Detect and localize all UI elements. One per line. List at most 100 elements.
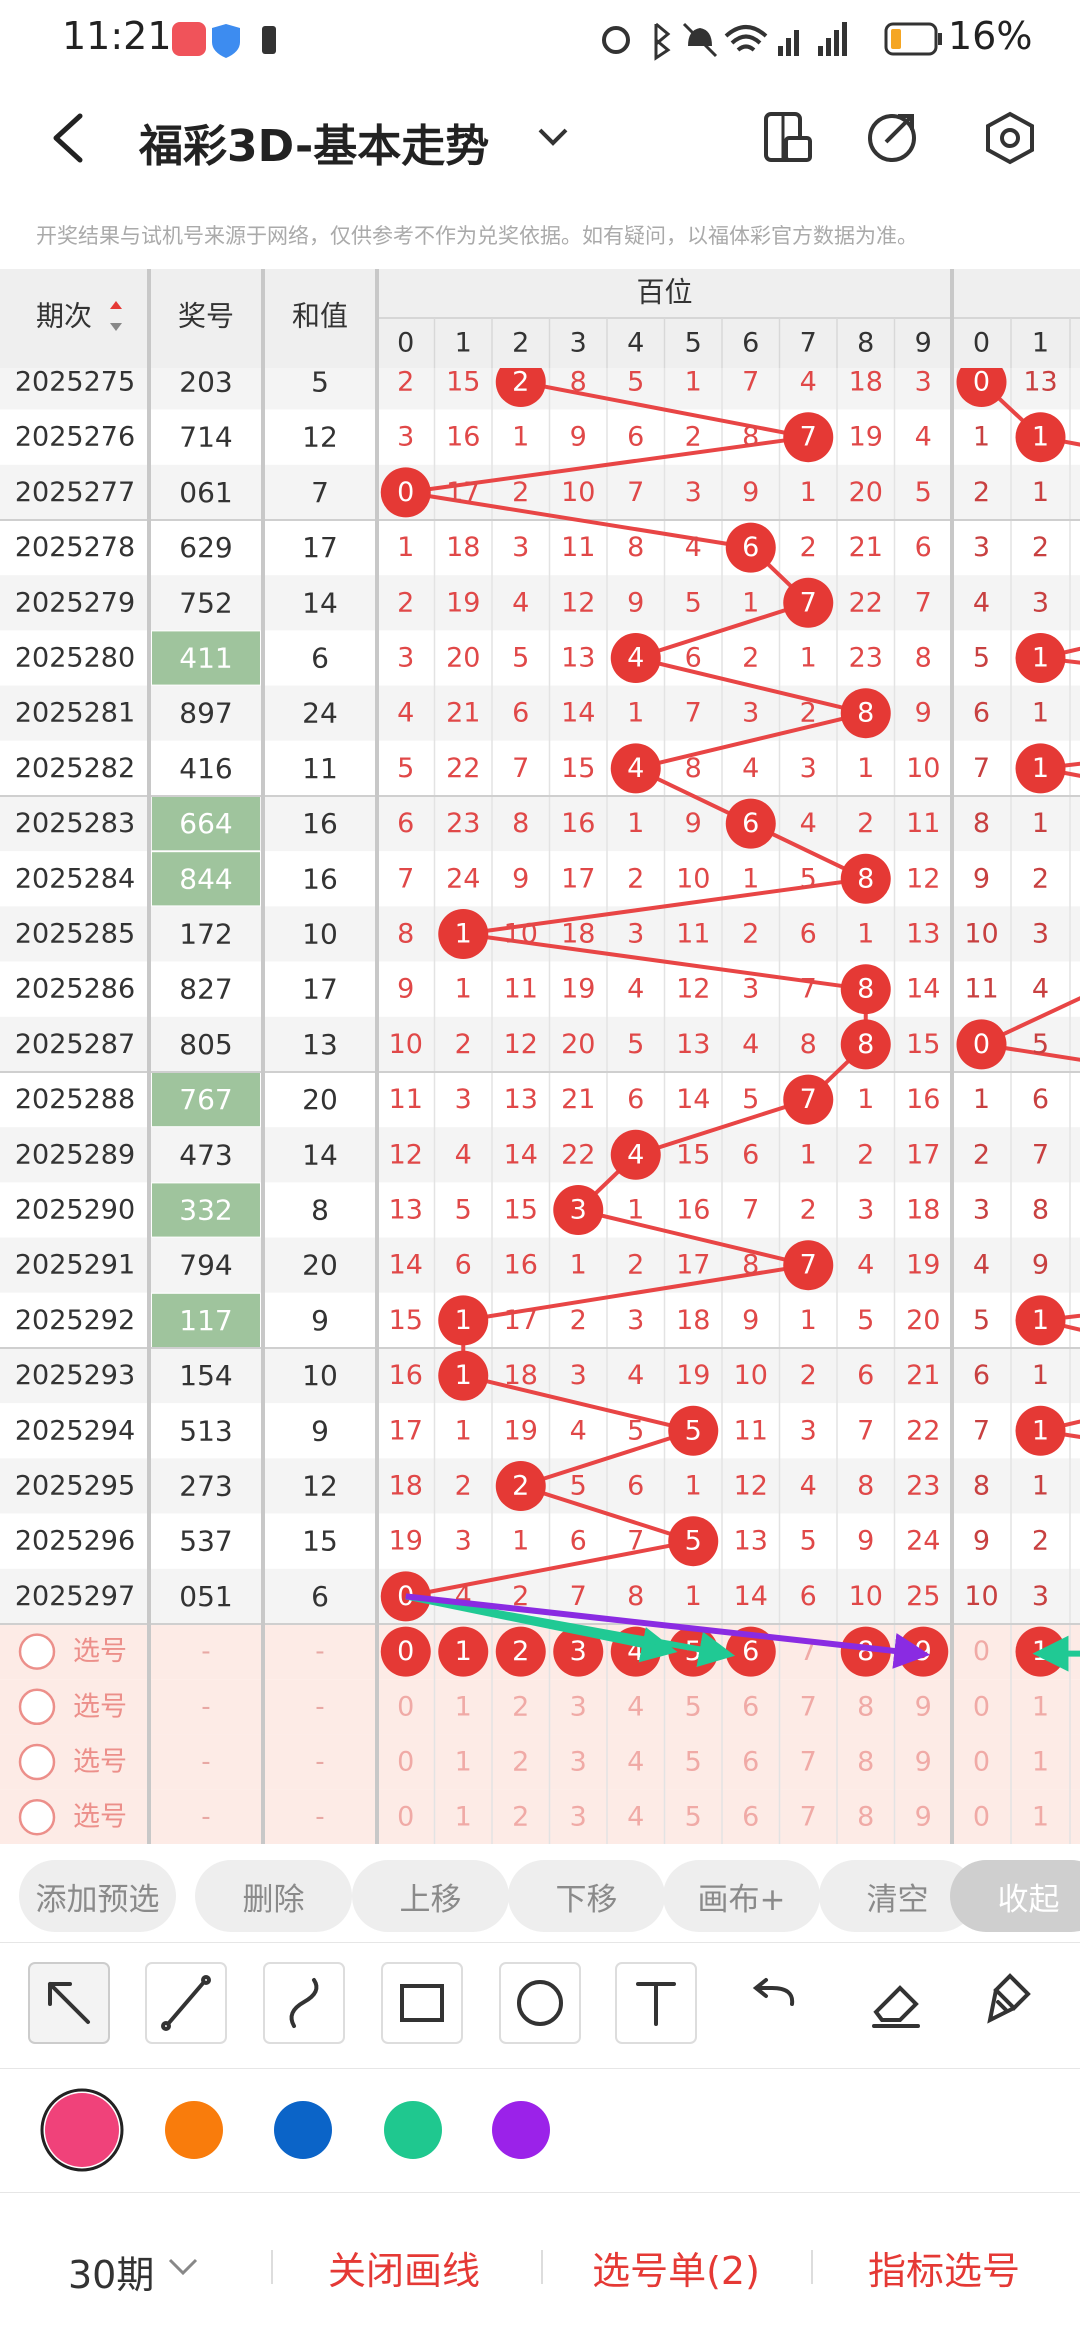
select-checkbox[interactable] bbox=[18, 1798, 56, 1836]
select-digit[interactable]: 1 bbox=[1032, 1802, 1049, 1833]
select-digit[interactable]: 4 bbox=[627, 1691, 644, 1722]
select-digit[interactable]: 6 bbox=[742, 1691, 759, 1722]
select-digit[interactable]: 0 bbox=[973, 1636, 990, 1667]
miss-count: 3 bbox=[973, 1195, 990, 1226]
select-digit[interactable]: 2 bbox=[512, 1802, 529, 1833]
select-digit[interactable]: 1 bbox=[1032, 1747, 1049, 1778]
select-digit[interactable]: 2 bbox=[512, 1636, 529, 1667]
miss-count: 6 bbox=[570, 1526, 587, 1557]
miss-count: 21 bbox=[906, 1360, 940, 1391]
select-digit[interactable]: 6 bbox=[742, 1636, 759, 1667]
select-label: 选号 bbox=[73, 1691, 127, 1722]
select-digit[interactable]: 4 bbox=[627, 1802, 644, 1833]
select-digit[interactable]: 7 bbox=[800, 1691, 817, 1722]
color-swatch[interactable] bbox=[165, 2101, 223, 2159]
color-swatch[interactable] bbox=[492, 2101, 550, 2159]
select-digit[interactable]: 6 bbox=[742, 1802, 759, 1833]
period-filter[interactable]: 30期 bbox=[68, 2253, 155, 2297]
miss-count: 1 bbox=[857, 1084, 874, 1115]
hit-digit: 0 bbox=[397, 477, 414, 508]
miss-count: 2 bbox=[800, 1360, 817, 1391]
action-button[interactable]: 下移 bbox=[508, 1860, 665, 1932]
select-digit[interactable]: 0 bbox=[397, 1636, 414, 1667]
select-digit[interactable]: 7 bbox=[800, 1747, 817, 1778]
hit-ball bbox=[783, 577, 834, 628]
miss-count: 15 bbox=[446, 368, 480, 398]
miss-count: 1 bbox=[685, 1581, 702, 1612]
select-digit[interactable]: 3 bbox=[570, 1691, 587, 1722]
miss-count: 6 bbox=[973, 1360, 990, 1391]
select-digit[interactable]: 0 bbox=[397, 1691, 414, 1722]
select-digit[interactable]: 9 bbox=[915, 1691, 932, 1722]
drawing-tools[interactable] bbox=[0, 1950, 1080, 2060]
select-digit[interactable]: 5 bbox=[685, 1747, 702, 1778]
select-digit[interactable]: 0 bbox=[973, 1747, 990, 1778]
select-digit[interactable]: 6 bbox=[742, 1747, 759, 1778]
footer-button[interactable]: 指标选号 bbox=[867, 2249, 1020, 2293]
footer-button[interactable]: 选号单(2) bbox=[592, 2249, 760, 2293]
select-digit[interactable]: 9 bbox=[915, 1802, 932, 1833]
action-button[interactable]: 画布+ bbox=[663, 1860, 820, 1932]
select-digit[interactable]: 8 bbox=[857, 1747, 874, 1778]
miss-count: 3 bbox=[512, 532, 529, 563]
miss-count: 3 bbox=[455, 1084, 472, 1115]
header-actions[interactable] bbox=[756, 108, 1056, 168]
miss-count: 2 bbox=[397, 587, 414, 618]
selected-ball[interactable] bbox=[380, 1626, 431, 1677]
action-button[interactable]: 收起 bbox=[950, 1860, 1080, 1932]
header-period[interactable]: 期次 bbox=[36, 300, 92, 333]
select-digit[interactable]: 3 bbox=[570, 1747, 587, 1778]
select-digit[interactable]: 0 bbox=[397, 1802, 414, 1833]
miss-count: 2 bbox=[397, 368, 414, 398]
repeat-highlight bbox=[152, 852, 260, 906]
select-digit[interactable]: 0 bbox=[973, 1802, 990, 1833]
select-digit[interactable]: 0 bbox=[973, 1691, 990, 1722]
select-digit[interactable]: 1 bbox=[455, 1636, 472, 1667]
select-digit[interactable]: 8 bbox=[857, 1691, 874, 1722]
period: 2025289 bbox=[15, 1139, 135, 1170]
footer-button[interactable]: 关闭画线 bbox=[327, 2249, 480, 2293]
color-swatch[interactable] bbox=[45, 2093, 119, 2167]
action-button[interactable]: 清空 bbox=[819, 1860, 976, 1932]
select-digit[interactable]: 2 bbox=[512, 1691, 529, 1722]
select-digit[interactable]: 9 bbox=[915, 1747, 932, 1778]
select-digit[interactable]: 3 bbox=[570, 1636, 587, 1667]
miss-count: 1 bbox=[627, 808, 644, 839]
title-dropdown[interactable] bbox=[536, 124, 570, 150]
select-digit[interactable]: 1 bbox=[455, 1747, 472, 1778]
draw-number: 513 bbox=[179, 1414, 232, 1447]
select-digit[interactable]: 0 bbox=[397, 1747, 414, 1778]
page-title[interactable]: 福彩3D-基本走势 bbox=[139, 121, 490, 172]
select-digit[interactable]: 5 bbox=[685, 1691, 702, 1722]
select-digit[interactable]: 5 bbox=[685, 1802, 702, 1833]
select-digit[interactable]: 8 bbox=[857, 1636, 874, 1667]
miss-count: 20 bbox=[906, 1305, 940, 1336]
select-digit[interactable]: 1 bbox=[455, 1802, 472, 1833]
selected-ball[interactable] bbox=[438, 1626, 489, 1677]
miss-count: 4 bbox=[973, 587, 990, 618]
select-checkbox[interactable] bbox=[18, 1688, 56, 1726]
action-button[interactable]: 删除 bbox=[195, 1860, 352, 1932]
miss-count: 8 bbox=[1032, 1195, 1049, 1226]
select-digit[interactable]: 3 bbox=[570, 1802, 587, 1833]
color-swatch[interactable] bbox=[384, 2101, 442, 2159]
hit-digit: 8 bbox=[857, 698, 874, 729]
select-checkbox[interactable] bbox=[18, 1743, 56, 1781]
select-digit[interactable]: 1 bbox=[455, 1691, 472, 1722]
select-checkbox[interactable] bbox=[18, 1633, 56, 1670]
sum: 17 bbox=[302, 531, 338, 564]
select-digit[interactable]: 2 bbox=[512, 1747, 529, 1778]
selected-ball[interactable] bbox=[840, 1626, 891, 1677]
select-digit[interactable]: 1 bbox=[1032, 1691, 1049, 1722]
action-button[interactable]: 添加预选 bbox=[19, 1860, 176, 1932]
back-button[interactable] bbox=[44, 110, 94, 166]
action-button[interactable]: 上移 bbox=[352, 1860, 509, 1932]
select-digit[interactable]: 8 bbox=[857, 1802, 874, 1833]
color-swatch[interactable] bbox=[274, 2101, 332, 2159]
select-digit[interactable]: 7 bbox=[800, 1802, 817, 1833]
selected-ball[interactable] bbox=[495, 1626, 546, 1677]
selected-ball[interactable] bbox=[553, 1626, 604, 1677]
select-digit[interactable]: 4 bbox=[627, 1747, 644, 1778]
hit-ball bbox=[495, 1461, 546, 1511]
hit-ball bbox=[840, 1019, 891, 1070]
